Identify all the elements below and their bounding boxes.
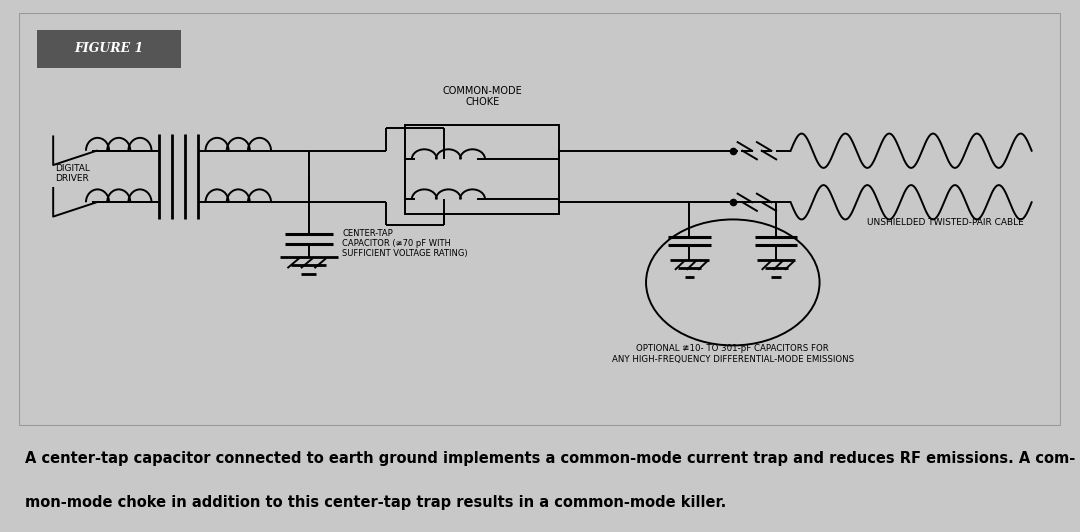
Text: CENTER-TAP
CAPACITOR (≇70 pF WITH
SUFFICIENT VOLTAGE RATING): CENTER-TAP CAPACITOR (≇70 pF WITH SUFFIC…: [342, 229, 468, 259]
Bar: [405, 125, 559, 214]
Text: DIGITAL
DRIVER: DIGITAL DRIVER: [55, 164, 90, 184]
Text: FIGURE 1: FIGURE 1: [75, 43, 144, 55]
Text: COMMON-MODE
CHOKE: COMMON-MODE CHOKE: [443, 86, 522, 107]
Text: mon-mode choke in addition to this center-tap trap results in a common-mode kill: mon-mode choke in addition to this cente…: [25, 495, 726, 510]
Text: OPTIONAL ≇10- TO 301-pF CAPACITORS FOR
ANY HIGH-FREQUENCY DIFFERENTIAL-MODE EMIS: OPTIONAL ≇10- TO 301-pF CAPACITORS FOR A…: [611, 344, 854, 364]
Bar: [19, 13, 1061, 426]
Text: A center-tap capacitor connected to earth ground implements a common-mode curren: A center-tap capacitor connected to eart…: [25, 451, 1075, 466]
FancyBboxPatch shape: [37, 30, 181, 68]
Text: UNSHIELDED TWISTED-PAIR CABLE: UNSHIELDED TWISTED-PAIR CABLE: [866, 218, 1023, 227]
